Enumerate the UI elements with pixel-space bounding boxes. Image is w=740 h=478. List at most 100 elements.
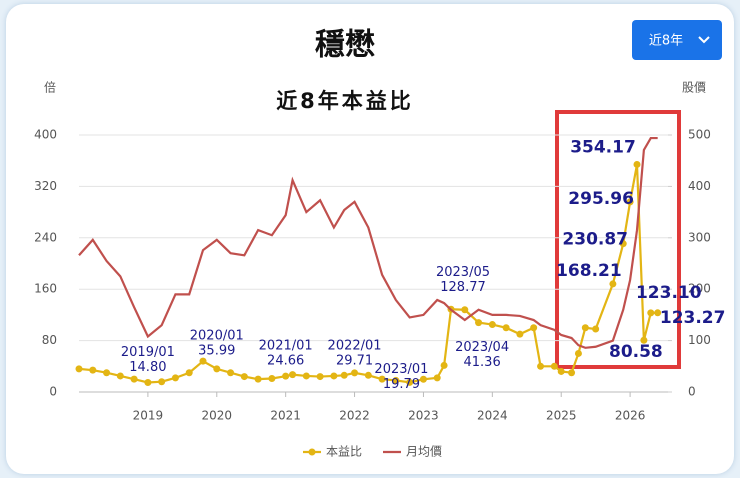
annotation-date: 2023/01 (374, 362, 428, 377)
x-tick-label: 2022 (339, 409, 370, 423)
data-point (89, 366, 97, 374)
annotation-date: 2021/01 (259, 339, 313, 354)
annotation-date: 2019/01 (121, 345, 175, 360)
legend-marker (308, 448, 316, 456)
annotation-value: 19.79 (383, 377, 420, 392)
data-point (568, 369, 576, 377)
x-tick-label: 2023 (408, 409, 439, 423)
data-point (144, 378, 152, 386)
data-point (530, 324, 538, 332)
data-point (557, 367, 565, 375)
y-tick-label: 320 (34, 179, 57, 193)
data-point (488, 321, 496, 329)
data-point (75, 365, 83, 373)
annotation-value: 168.21 (556, 261, 622, 281)
data-point (378, 375, 386, 383)
dropdown-button[interactable] (632, 20, 722, 60)
data-point (647, 309, 655, 317)
data-point (392, 376, 400, 384)
data-point (171, 374, 179, 382)
legend-label: 月均價 (406, 445, 442, 459)
data-point (433, 374, 441, 382)
y-tick-label: 80 (42, 333, 57, 347)
series-line (78, 136, 658, 349)
annotation-value: 354.17 (570, 137, 636, 157)
data-point (406, 378, 414, 386)
chart-subtitle: 近8年本益比 (276, 89, 414, 113)
annotation-value: 123.27 (660, 308, 726, 328)
data-point (640, 336, 648, 344)
data-point (592, 325, 600, 333)
data-point (340, 371, 348, 379)
x-tick-label: 2026 (615, 409, 646, 423)
data-point (475, 319, 483, 327)
x-tick-label: 2020 (202, 409, 233, 423)
data-point (158, 378, 166, 386)
y-axis-label: 倍 (44, 80, 56, 95)
data-point (240, 373, 248, 381)
y-tick-label: 400 (34, 128, 57, 142)
annotation-value: 41.36 (464, 355, 501, 370)
x-tick-label: 2025 (546, 409, 577, 423)
data-point (316, 373, 324, 381)
annotation-value: 35.99 (198, 343, 235, 358)
data-point (581, 324, 589, 332)
y2-tick-label: 400 (688, 179, 711, 193)
y-tick-label: 240 (34, 230, 57, 244)
y2-tick-label: 200 (688, 282, 711, 296)
data-point (130, 375, 138, 383)
data-point (254, 375, 262, 383)
data-point (103, 369, 111, 377)
data-point (213, 365, 221, 373)
legend-label: 本益比 (326, 445, 362, 459)
data-point (268, 375, 276, 383)
data-point (633, 160, 641, 168)
card (6, 4, 734, 474)
annotation-value: 29.71 (336, 353, 373, 368)
data-point (289, 371, 297, 379)
annotation-value: 123.10 (636, 283, 702, 303)
data-point (282, 372, 290, 380)
data-point (419, 375, 427, 383)
x-tick-label: 2024 (477, 409, 508, 423)
data-point (537, 362, 545, 370)
data-point (116, 372, 124, 380)
annotation-date: 2022/01 (328, 338, 382, 353)
data-point (502, 324, 510, 332)
highlight-box (555, 110, 681, 369)
annotation-value: 80.58 (609, 342, 663, 362)
data-point (227, 369, 235, 377)
data-point (619, 240, 627, 248)
data-point (516, 330, 524, 338)
data-point (440, 361, 448, 369)
data-point (185, 369, 193, 377)
annotation-date: 2020/01 (190, 328, 244, 343)
data-point (654, 309, 662, 317)
data-point (461, 306, 469, 314)
y-tick-label: 160 (34, 282, 57, 296)
dropdown-chevron (698, 36, 710, 44)
y2-tick-label: 100 (688, 333, 711, 347)
x-tick-label: 2019 (133, 409, 164, 423)
data-point (330, 372, 338, 380)
data-point (626, 198, 634, 206)
data-point (302, 372, 310, 380)
chart-title: 穩懋 (315, 28, 375, 63)
data-point (351, 369, 359, 377)
y2-tick-label: 300 (688, 230, 711, 244)
annotation-date: 2023/04 (455, 340, 509, 355)
y2-tick-label: 0 (688, 385, 696, 399)
y2-tick-label: 500 (688, 128, 711, 142)
dropdown-label: 近8年 (649, 34, 683, 49)
annotation-value: 295.96 (568, 189, 634, 209)
y-tick-label: 0 (49, 385, 57, 399)
data-point (199, 357, 207, 365)
data-point (364, 371, 372, 379)
annotation-date: 2023/05 (436, 265, 490, 280)
annotation-value: 128.77 (440, 280, 486, 295)
x-tick-label: 2021 (270, 409, 301, 423)
data-point (550, 362, 558, 370)
data-point (574, 349, 582, 357)
